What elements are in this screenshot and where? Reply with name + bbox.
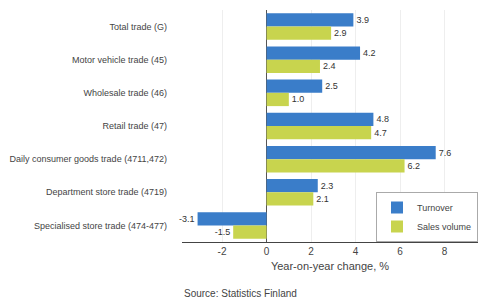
- svg-text:3.9: 3.9: [356, 15, 369, 25]
- svg-text:Daily consumer goods trade (47: Daily consumer goods trade (4711,472): [10, 154, 167, 164]
- svg-text:2.5: 2.5: [325, 81, 338, 91]
- svg-text:6.2: 6.2: [408, 161, 421, 171]
- svg-text:Retail trade (47): Retail trade (47): [102, 121, 167, 131]
- svg-text:2.3: 2.3: [321, 181, 334, 191]
- svg-text:Total trade (G): Total trade (G): [109, 22, 167, 32]
- svg-text:4.7: 4.7: [374, 128, 387, 138]
- svg-text:0: 0: [264, 246, 270, 257]
- svg-text:2: 2: [308, 246, 314, 257]
- svg-text:2.9: 2.9: [334, 28, 347, 38]
- svg-text:6: 6: [397, 246, 403, 257]
- svg-text:7.6: 7.6: [439, 148, 452, 158]
- svg-text:-3.1: -3.1: [179, 214, 195, 224]
- svg-text:Source: Statistics Finland: Source: Statistics Finland: [184, 288, 297, 299]
- svg-text:Motor vehicle trade (45): Motor vehicle trade (45): [72, 55, 167, 65]
- svg-text:1.0: 1.0: [292, 94, 305, 104]
- svg-text:Wholesale trade (46): Wholesale trade (46): [83, 88, 167, 98]
- svg-text:4.8: 4.8: [376, 114, 389, 124]
- svg-text:-1.5: -1.5: [215, 227, 231, 237]
- svg-text:Department store trade (4719): Department store trade (4719): [46, 187, 167, 197]
- svg-text:8: 8: [442, 246, 448, 257]
- svg-text:4: 4: [353, 246, 359, 257]
- svg-text:2.1: 2.1: [316, 194, 329, 204]
- svg-text:2.4: 2.4: [323, 61, 336, 71]
- svg-text:Year-on-year change, %: Year-on-year change, %: [271, 260, 389, 272]
- svg-text:4.2: 4.2: [363, 48, 376, 58]
- svg-text:-2: -2: [218, 246, 227, 257]
- svg-text:Specialised store trade (474-4: Specialised store trade (474-477): [34, 221, 167, 231]
- svg-text:Sales volume: Sales volume: [417, 222, 471, 232]
- svg-text:Turnover: Turnover: [417, 203, 453, 213]
